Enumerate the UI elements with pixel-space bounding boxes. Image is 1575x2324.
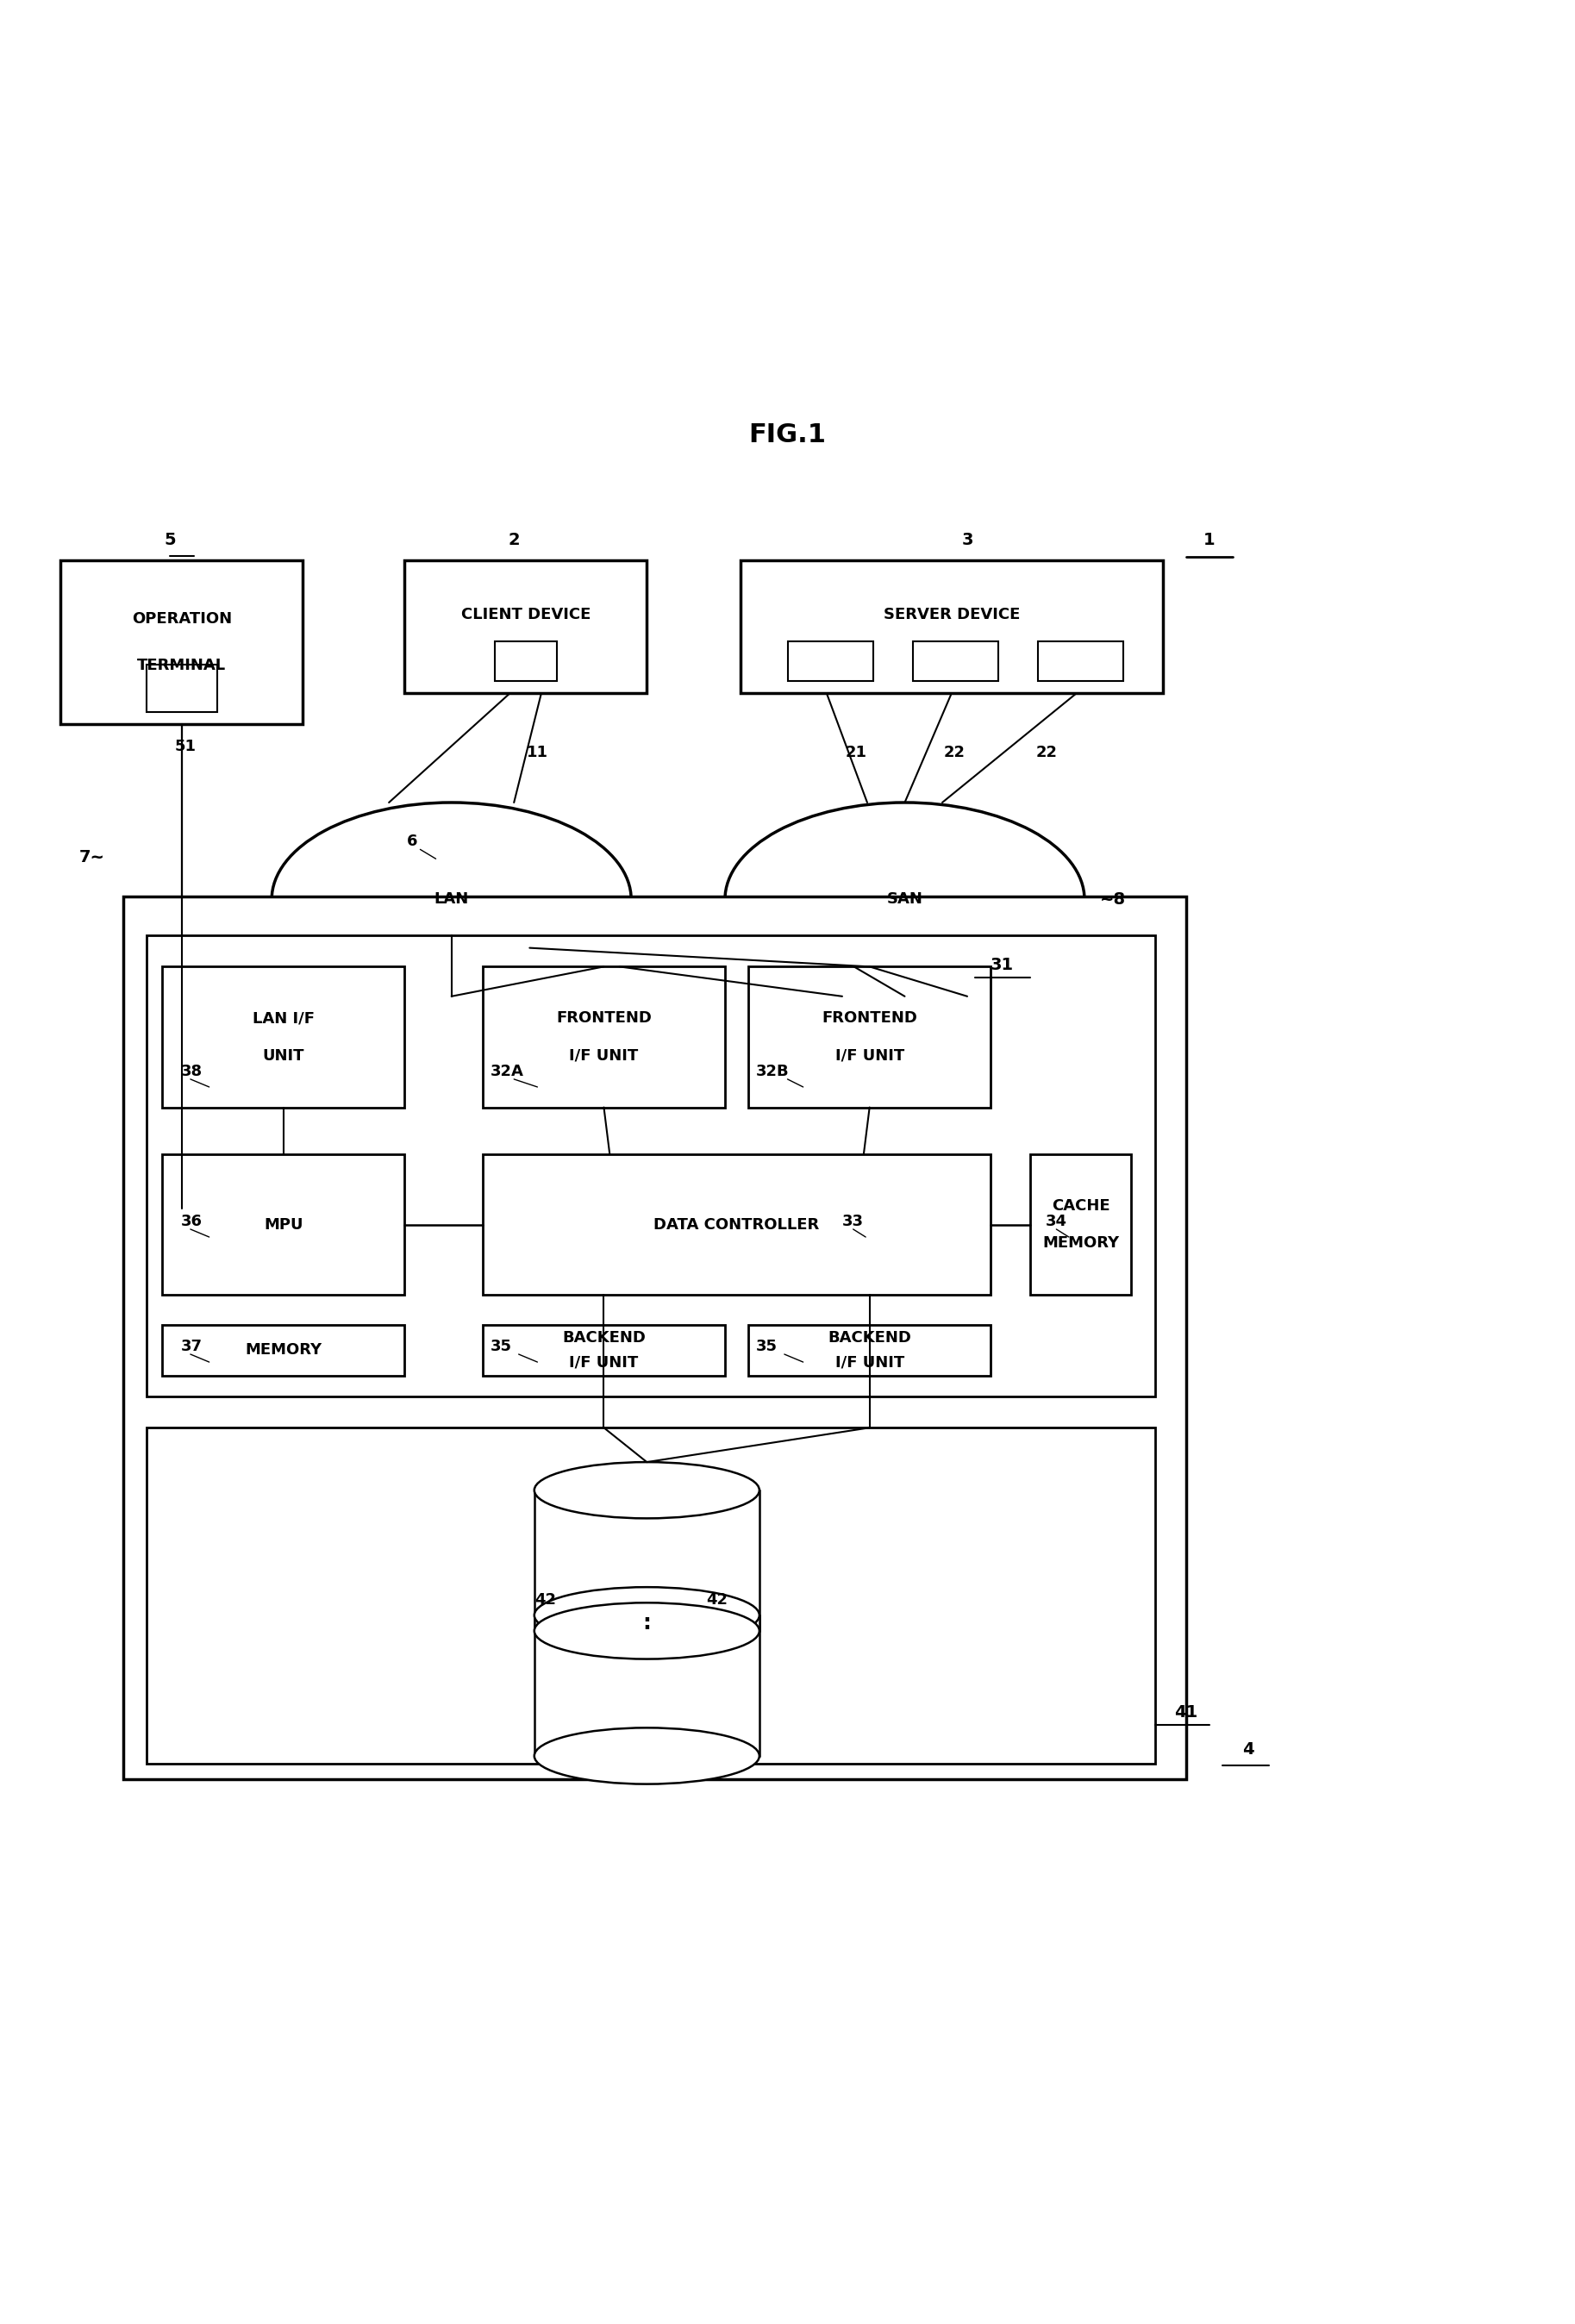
Text: TERMINAL: TERMINAL (137, 658, 227, 674)
Text: CACHE: CACHE (1052, 1197, 1110, 1213)
FancyBboxPatch shape (162, 1325, 405, 1376)
FancyBboxPatch shape (1038, 641, 1123, 681)
Text: FRONTEND: FRONTEND (822, 1011, 917, 1025)
Ellipse shape (534, 1462, 759, 1518)
Text: LAN: LAN (435, 892, 469, 906)
Text: 51: 51 (175, 739, 197, 753)
Text: 1: 1 (1203, 532, 1216, 548)
Text: UNIT: UNIT (263, 1048, 304, 1064)
Text: 11: 11 (526, 744, 548, 760)
Text: 42: 42 (707, 1592, 728, 1608)
FancyBboxPatch shape (146, 1427, 1154, 1764)
Text: 32A: 32A (490, 1064, 524, 1078)
Text: MEMORY: MEMORY (246, 1343, 321, 1357)
Text: 22: 22 (943, 744, 965, 760)
FancyBboxPatch shape (146, 934, 1154, 1397)
Text: SERVER DEVICE: SERVER DEVICE (884, 607, 1021, 623)
FancyBboxPatch shape (405, 560, 647, 693)
FancyBboxPatch shape (123, 897, 1186, 1780)
Text: SAN: SAN (887, 892, 923, 906)
Text: 5: 5 (164, 532, 176, 548)
Text: ~8: ~8 (1099, 890, 1126, 909)
Text: 7~: 7~ (79, 848, 106, 865)
FancyBboxPatch shape (482, 967, 724, 1106)
FancyBboxPatch shape (740, 560, 1162, 693)
FancyBboxPatch shape (912, 641, 999, 681)
Text: FIG.1: FIG.1 (748, 423, 827, 449)
FancyBboxPatch shape (61, 560, 302, 725)
FancyBboxPatch shape (495, 641, 558, 681)
Text: OPERATION: OPERATION (132, 611, 232, 627)
Text: 33: 33 (843, 1213, 863, 1229)
Text: 4: 4 (1243, 1741, 1254, 1757)
Text: MPU: MPU (263, 1218, 302, 1232)
Text: 35: 35 (756, 1339, 778, 1355)
Text: 37: 37 (181, 1339, 203, 1355)
Text: 32B: 32B (756, 1064, 789, 1078)
FancyBboxPatch shape (748, 967, 991, 1106)
Ellipse shape (272, 802, 632, 997)
Text: MEMORY: MEMORY (1043, 1236, 1118, 1250)
Text: LAN I/F: LAN I/F (252, 1011, 315, 1025)
FancyBboxPatch shape (482, 1325, 724, 1376)
Text: I/F UNIT: I/F UNIT (569, 1048, 638, 1064)
Ellipse shape (534, 1604, 759, 1659)
Text: BACKEND: BACKEND (828, 1329, 912, 1346)
Text: I/F UNIT: I/F UNIT (569, 1355, 638, 1371)
Ellipse shape (534, 1727, 759, 1785)
FancyBboxPatch shape (162, 1155, 405, 1294)
Text: I/F UNIT: I/F UNIT (835, 1355, 904, 1371)
Text: 42: 42 (534, 1592, 556, 1608)
Text: 35: 35 (490, 1339, 512, 1355)
FancyBboxPatch shape (534, 1490, 759, 1631)
Text: 22: 22 (1036, 744, 1058, 760)
FancyBboxPatch shape (534, 1615, 759, 1757)
Text: DATA CONTROLLER: DATA CONTROLLER (654, 1218, 819, 1232)
Text: 3: 3 (961, 532, 973, 548)
FancyBboxPatch shape (788, 641, 874, 681)
FancyBboxPatch shape (1030, 1155, 1131, 1294)
Text: FRONTEND: FRONTEND (556, 1011, 652, 1025)
FancyBboxPatch shape (748, 1325, 991, 1376)
Text: 31: 31 (991, 957, 1013, 974)
FancyBboxPatch shape (146, 665, 217, 711)
Text: 41: 41 (1175, 1703, 1199, 1720)
Ellipse shape (724, 802, 1085, 997)
Text: I/F UNIT: I/F UNIT (835, 1048, 904, 1064)
FancyBboxPatch shape (162, 967, 405, 1106)
Text: 21: 21 (846, 744, 868, 760)
Text: :: : (643, 1613, 650, 1634)
Text: 36: 36 (181, 1213, 203, 1229)
Text: CLIENT DEVICE: CLIENT DEVICE (461, 607, 591, 623)
Text: 6: 6 (406, 834, 417, 848)
FancyBboxPatch shape (482, 1155, 991, 1294)
Text: 2: 2 (509, 532, 520, 548)
Text: 34: 34 (1046, 1213, 1066, 1229)
Ellipse shape (534, 1587, 759, 1643)
Text: BACKEND: BACKEND (562, 1329, 646, 1346)
Text: 38: 38 (181, 1064, 203, 1078)
